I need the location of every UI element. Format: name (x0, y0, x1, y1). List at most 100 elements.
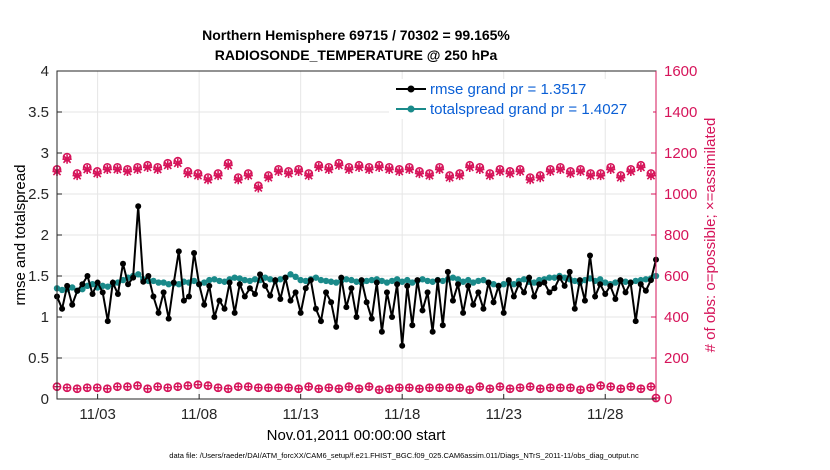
series-point (353, 314, 360, 320)
series-point (145, 273, 152, 279)
obs-low-point (163, 383, 173, 393)
series-point (312, 305, 319, 312)
series-point (607, 282, 614, 289)
obs-assimilated-point (404, 164, 414, 174)
series-point (317, 276, 325, 284)
obs-low-point (606, 382, 616, 392)
series-point (449, 297, 456, 304)
series-point (551, 274, 558, 281)
series-point (490, 299, 497, 306)
series-point (439, 277, 446, 285)
obs-low-point (344, 382, 354, 392)
obs-low-cross (576, 386, 584, 394)
obs-low-cross (154, 383, 162, 391)
legend: rmse grand pr = 1.3517 totalspread grand… (389, 79, 653, 119)
obs-assimilated-point (233, 175, 243, 185)
series-point (561, 282, 568, 289)
obs-low-cross (113, 383, 121, 391)
series-point (464, 276, 472, 284)
obs-assimilated-point (455, 170, 465, 181)
series-point (444, 268, 451, 275)
obs-low-point (233, 382, 243, 392)
obs-assimilated-point (465, 162, 475, 172)
series-point (510, 293, 517, 300)
obs-low-cross (93, 384, 101, 392)
obs-low-point (596, 381, 606, 391)
obs-low-cross (325, 384, 333, 392)
series-point (526, 274, 533, 281)
series-point (368, 276, 375, 284)
series-point (261, 274, 269, 281)
chart-title-line1: Northern Hemisphere 69715 / 70302 = 99.1… (202, 27, 510, 43)
series-point (307, 277, 314, 284)
footnote: data file: /Users/raeder/DAI/ATM_forcXX/… (169, 451, 639, 460)
x-tick-label: 11/23 (485, 406, 521, 423)
series-point (155, 279, 162, 286)
obs-assimilated-point (545, 166, 555, 177)
obs-low-cross (476, 383, 484, 391)
series-point (490, 281, 497, 288)
obs-assimilated-point (122, 166, 133, 177)
series-point (404, 282, 411, 289)
obs-low-point (485, 384, 495, 394)
series-point (84, 273, 91, 279)
obs-assimilated-point (596, 170, 606, 181)
obs-low-cross (315, 385, 323, 393)
series-point (632, 318, 639, 325)
y-tick-label-right: 400 (664, 309, 689, 326)
obs-low-cross (73, 385, 81, 393)
series-point (241, 276, 249, 284)
obs-low-point (324, 383, 334, 393)
series-point (236, 281, 243, 288)
obs-assimilated-point (183, 168, 193, 179)
series-point (155, 309, 162, 316)
series-point (368, 315, 375, 322)
series-point (282, 274, 289, 281)
obs-low-point (455, 383, 465, 393)
obs-low-point (143, 384, 153, 394)
y-axis-label-left: rmse and totalspread (12, 165, 29, 306)
obs-assimilated-point (485, 170, 495, 181)
obs-assimilated-point (384, 164, 394, 174)
series-point (424, 289, 431, 296)
series-point (576, 277, 583, 284)
obs-low-cross (305, 383, 313, 391)
obs-low-cross (63, 384, 71, 392)
series-point (434, 277, 441, 284)
series-point (429, 328, 436, 335)
obs-low-cross (526, 383, 534, 391)
obs-low-cross (395, 384, 403, 392)
obs-assimilated-point (445, 173, 455, 183)
obs-low-cross (134, 382, 142, 390)
obs-assimilated-point (626, 166, 636, 177)
obs-low-cross (617, 385, 625, 393)
series-point (119, 260, 126, 267)
chart-title-line2: RADIOSONDE_TEMPERATURE @ 250 hPa (215, 47, 498, 63)
series-point (409, 322, 416, 329)
obs-assimilated-point (525, 175, 535, 185)
x-axis-ticks: 11/03 11/08 11/13 11/18 11/23 11/28 (79, 394, 623, 423)
obs-low-point (314, 384, 324, 394)
obs-low-point (294, 384, 304, 394)
obs-low-point (404, 383, 414, 393)
obs-assimilated-point (92, 168, 102, 179)
obs-low-cross (556, 384, 564, 392)
obs-low-point (304, 382, 314, 392)
obs-low-point (374, 385, 384, 395)
series-point (439, 322, 446, 329)
series-point (551, 285, 558, 292)
series-point (104, 318, 111, 325)
y-tick-label-left: 2.5 (28, 186, 49, 203)
series-point (94, 279, 101, 286)
obs-assimilated-point (294, 166, 304, 177)
x-tick-label: 11/28 (587, 406, 623, 423)
obs-assimilated-point (495, 166, 505, 177)
obs-low-point (113, 382, 122, 392)
series-point (460, 309, 467, 316)
series-point (556, 274, 563, 281)
series-point (58, 286, 66, 294)
obs-low-point (92, 383, 102, 393)
series-point (592, 293, 599, 300)
y-tick-label-right: 800 (664, 227, 689, 244)
obs-low-point (616, 384, 626, 394)
